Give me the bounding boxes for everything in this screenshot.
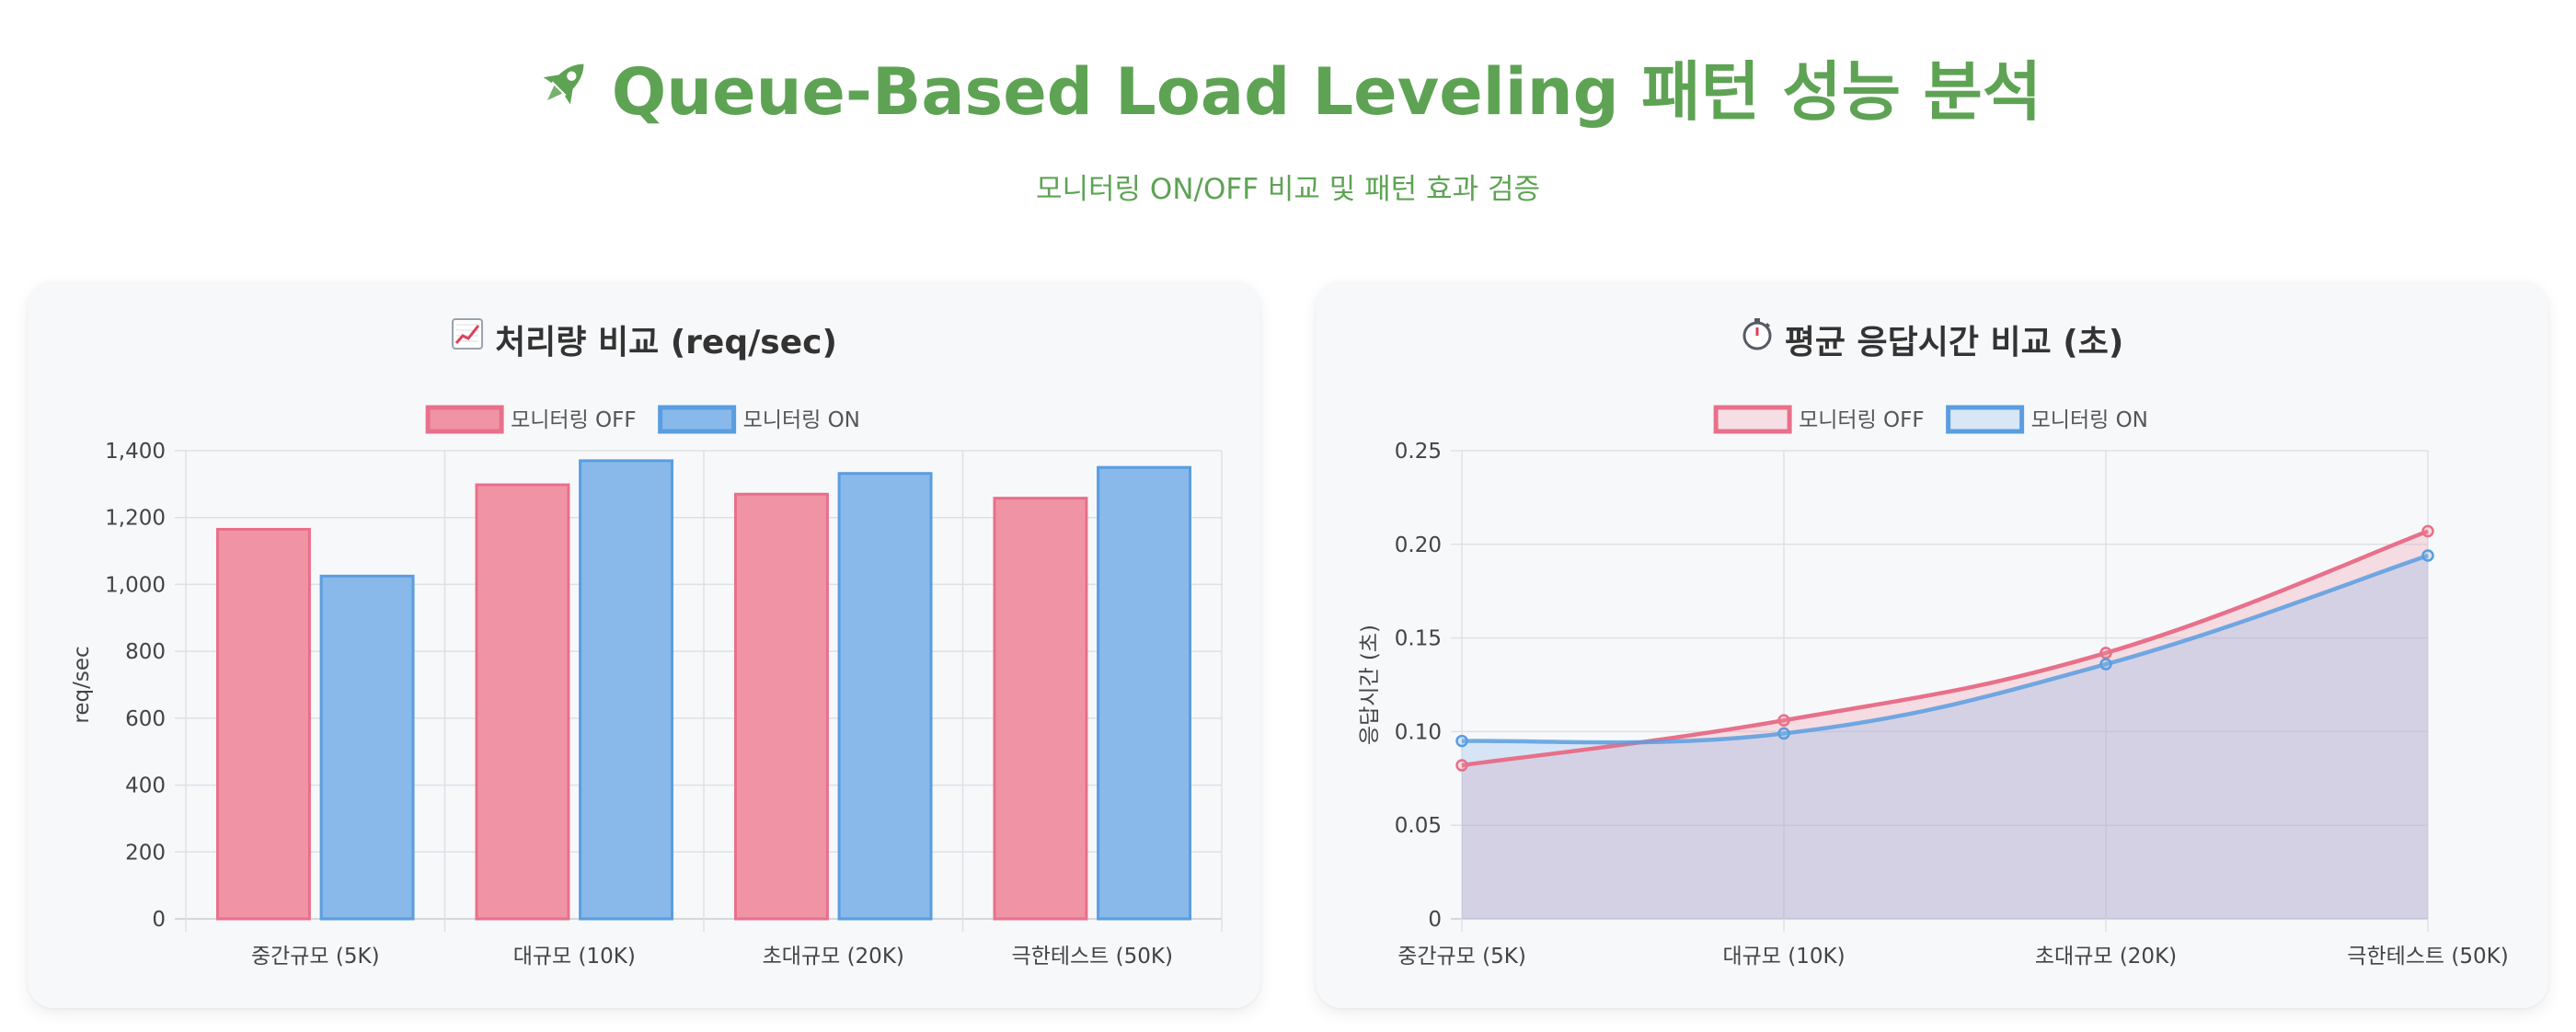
throughput-bar-chart: 0 200 400 600 800 1,000 1,200 1,400 중간규모 (5K) 대규모… — [70, 405, 1223, 969]
y-tick-label: 600 — [125, 707, 166, 731]
page-title: Queue-Based Load Leveling 패턴 성능 분석 — [0, 48, 2576, 141]
y-axis-label: 응답시간 (초) — [1358, 625, 1382, 745]
x-tick-label: 중간규모 (5K) — [251, 945, 380, 969]
response-time-area-chart: 0 0.05 0.10 0.15 0.20 0.25 중간규모 (5K) 대규모 (10K) 초… — [1358, 405, 2509, 969]
legend-item: 모니터링 OFF — [1713, 405, 1925, 434]
bar-monitoring-off — [475, 483, 570, 921]
line-monitoring-off — [1461, 529, 2429, 768]
bar-monitoring-off — [215, 527, 311, 921]
throughput-chart-title: 처리량 비교 (req/sec) — [28, 317, 1260, 367]
chart-increasing-icon — [451, 317, 484, 363]
point-monitoring-on — [1455, 734, 1468, 748]
legend-label: 모니터링 OFF — [1799, 408, 1925, 432]
y-tick-label: 0 — [1428, 908, 1442, 932]
y-tick-label: 1,400 — [105, 440, 166, 464]
legend-swatch — [1946, 405, 2025, 434]
throughput-chart-title-text: 처리량 비교 (req/sec) — [495, 324, 837, 361]
legend-item: 모니터링 ON — [1946, 405, 2148, 434]
x-tick-label: 중간규모 (5K) — [1397, 945, 1526, 969]
point-monitoring-off — [1777, 714, 1790, 727]
line-monitoring-on — [1461, 553, 2429, 745]
bar-monitoring-off — [733, 492, 829, 921]
point-monitoring-off — [1455, 759, 1468, 772]
y-tick-label: 0.10 — [1395, 720, 1442, 744]
y-tick-label: 1,200 — [105, 507, 166, 531]
legend-swatch — [1713, 405, 1792, 434]
x-tick-label: 초대규모 (20K) — [2035, 945, 2177, 969]
x-tick-label: 극한테스트 (50K) — [2347, 945, 2508, 969]
y-tick-label: 200 — [125, 841, 166, 865]
legend-swatch — [658, 405, 737, 434]
rocket-icon — [535, 47, 595, 135]
y-tick-label: 0 — [152, 908, 166, 932]
bar-monitoring-off — [993, 497, 1088, 921]
y-tick-label: 0.25 — [1395, 440, 1442, 464]
bar-monitoring-on — [579, 459, 674, 921]
page-title-text: Queue-Based Load Leveling 패턴 성능 분석 — [611, 54, 2042, 130]
y-axis-label: req/sec — [70, 646, 94, 723]
x-tick-label: 극한테스트 (50K) — [1012, 945, 1173, 969]
legend-item: 모니터링 OFF — [425, 405, 637, 434]
bar-monitoring-on — [319, 574, 415, 921]
legend-item: 모니터링 ON — [658, 405, 860, 434]
point-monitoring-off — [2099, 647, 2112, 659]
response-time-chart-title: 평균 응답시간 비교 (초) — [1316, 317, 2548, 367]
point-monitoring-off — [2421, 524, 2434, 538]
response-time-chart-title-text: 평균 응답시간 비교 (초) — [1784, 324, 2124, 361]
area-monitoring-on — [1462, 556, 2428, 919]
x-tick-label: 초대규모 (20K) — [763, 945, 904, 969]
bar-monitoring-on — [1097, 465, 1192, 921]
x-tick-label: 대규모 (10K) — [1722, 945, 1845, 969]
legend-label: 모니터링 ON — [2031, 408, 2148, 432]
legend-label: 모니터링 OFF — [511, 408, 637, 432]
y-tick-label: 1,000 — [105, 573, 166, 597]
page-subtitle: 모니터링 ON/OFF 비교 및 패턴 효과 검증 — [1036, 173, 1540, 206]
x-tick-label: 대규모 (10K) — [513, 945, 636, 969]
point-monitoring-on — [2099, 658, 2112, 671]
point-monitoring-on — [2421, 549, 2434, 562]
y-gridlines — [1451, 450, 2429, 932]
bar-monitoring-on — [837, 472, 933, 921]
legend-label: 모니터링 ON — [743, 408, 860, 432]
throughput-chart-card: 처리량 비교 (req/sec) 0 200 400 600 800 1,000 1,200… — [28, 281, 1260, 1008]
y-tick-label: 0.05 — [1395, 814, 1442, 838]
y-tick-label: 800 — [125, 640, 166, 664]
page-header: Queue-Based Load Leveling 패턴 성능 분석 모니터링 … — [0, 0, 2576, 239]
y-tick-label: 0.15 — [1395, 627, 1442, 651]
stopwatch-icon — [1741, 317, 1774, 363]
legend-swatch — [425, 405, 504, 434]
y-tick-label: 400 — [125, 774, 166, 798]
point-monitoring-on — [1777, 727, 1790, 740]
y-tick-label: 0.20 — [1395, 533, 1442, 557]
response-time-chart-card: 평균 응답시간 비교 (초) 0 0.05 0.10 0.15 0.20 0.25 중간규모… — [1316, 281, 2548, 1008]
